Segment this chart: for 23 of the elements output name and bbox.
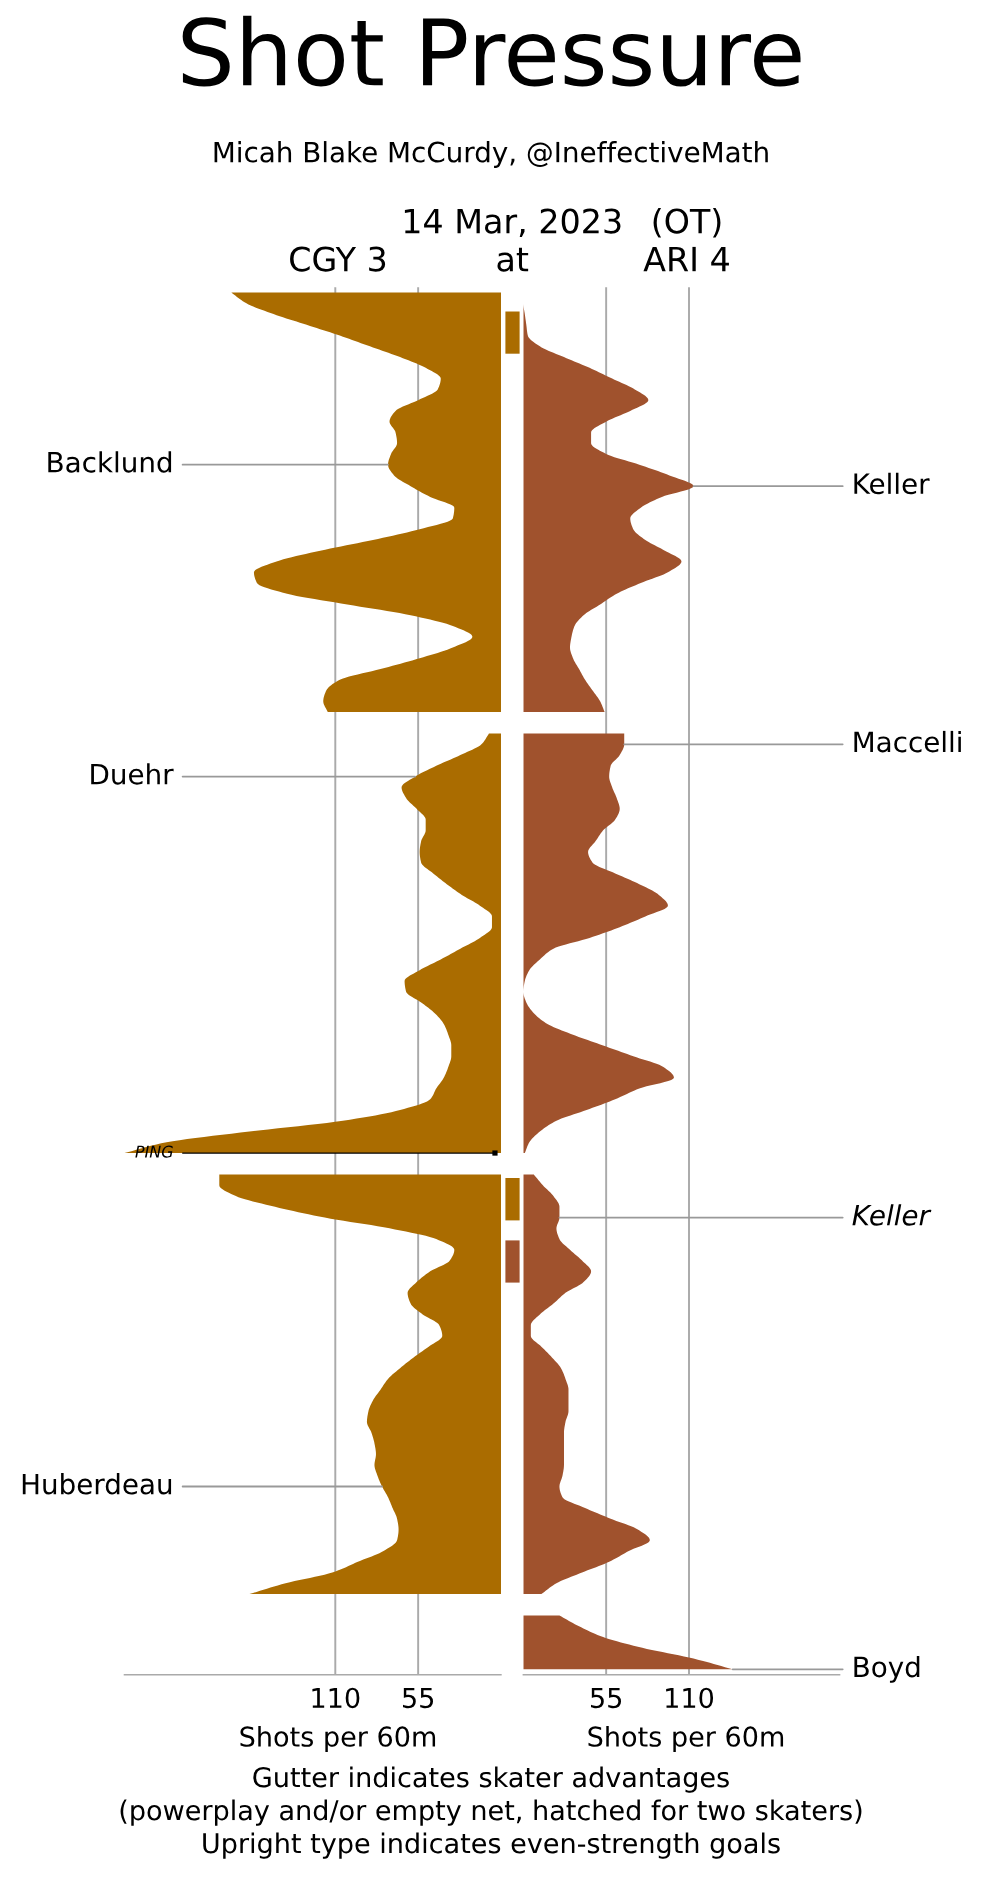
x-axis-title: Shots per 60m	[240, 1725, 436, 1753]
text: (powerplay and/or empty net, hatched for two skaters)	[120, 1799, 862, 1826]
text: at	[497, 247, 529, 272]
text: Upright type indicates even-strength goals	[203, 1832, 780, 1859]
chart-subtitle: Micah Blake McCurdy, @IneffectiveMath	[214, 141, 768, 168]
x-tick-label: 110	[666, 1687, 714, 1709]
chart-title: (OT)	[653, 207, 721, 238]
data-label: Backlund	[48, 451, 172, 473]
data-label: Keller	[854, 472, 930, 495]
x-tick-label: 55	[403, 1688, 434, 1709]
chart-title: Shot Pressure	[182, 15, 801, 87]
text: Gutter indicates skater advantages	[253, 1766, 729, 1793]
data-label: Boyd	[854, 1655, 920, 1683]
data-label: Huberdeau	[22, 1473, 172, 1495]
data-label: Duehr	[91, 763, 174, 785]
x-tick-label: 55	[591, 1688, 622, 1709]
text: ARI 4	[643, 246, 729, 272]
series-label: CGY 3	[290, 246, 386, 272]
text: 14 Mar, 2023	[404, 208, 621, 238]
data-label: Keller	[852, 1204, 932, 1226]
data-label: Maccelli	[854, 730, 961, 753]
x-tick-label: 110	[312, 1687, 360, 1709]
x-axis-title: Shots per 60m	[588, 1725, 784, 1753]
